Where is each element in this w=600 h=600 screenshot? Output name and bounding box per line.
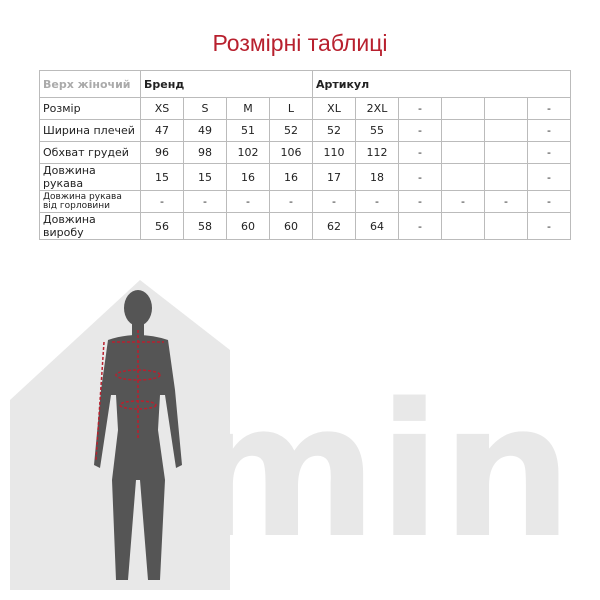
table-cell: 15 <box>140 163 184 191</box>
table-cell: 16 <box>269 163 313 191</box>
table-cell: - <box>226 190 270 213</box>
table-cell: 110 <box>312 141 356 164</box>
table-row: Довжина виробу 56 58 60 60 62 64- - <box>39 212 571 240</box>
table-cell: - <box>527 97 571 120</box>
table-cell: 96 <box>140 141 184 164</box>
table-cell <box>441 212 485 240</box>
page-title: Розмірні таблиці <box>212 30 388 56</box>
table-cell <box>484 163 528 191</box>
table-cell: 52 <box>269 119 313 142</box>
table-cell: - <box>398 190 442 213</box>
table-cell: 60 <box>226 212 270 240</box>
table-cell: - <box>527 163 571 191</box>
table-cell: 62 <box>312 212 356 240</box>
table-cell: XS <box>140 97 184 120</box>
table-cell: - <box>484 190 528 213</box>
table-row: Розмір XS S M L XL 2XL - - <box>39 97 571 120</box>
category-label: Верх жіночий <box>39 70 141 98</box>
table-cell: 56 <box>140 212 184 240</box>
table-cell: 64 <box>355 212 399 240</box>
table-cell: M <box>226 97 270 120</box>
table-cell <box>441 119 485 142</box>
table-cell: 16 <box>226 163 270 191</box>
table-cell: 18 <box>355 163 399 191</box>
table-cell: - <box>312 190 356 213</box>
table-cell: 49 <box>183 119 227 142</box>
size-table: Верх жіночий Бренд Артикул Розмір XS S M L XL… <box>39 70 571 240</box>
table-row: Довжина рукава від горловини - - - - - - - - - - <box>39 190 571 213</box>
table-cell: 112 <box>355 141 399 164</box>
table-cell <box>441 141 485 164</box>
table-cell: - <box>527 212 571 240</box>
row-label: Розмір <box>39 97 141 120</box>
table-cell: 55 <box>355 119 399 142</box>
background-logo: min <box>10 280 573 590</box>
table-cell: 17 <box>312 163 356 191</box>
table-cell: - <box>140 190 184 213</box>
table-cell: S <box>183 97 227 120</box>
table-cell: - <box>183 190 227 213</box>
table-cell: - <box>398 97 442 120</box>
table-cell: 52 <box>312 119 356 142</box>
table-cell: L <box>269 97 313 120</box>
table-cell: - <box>398 212 442 240</box>
table-cell: - <box>441 190 485 213</box>
table-cell: - <box>398 163 442 191</box>
row-label: Довжина рукава <box>39 163 141 191</box>
table-cell: 15 <box>183 163 227 191</box>
table-cell: 102 <box>226 141 270 164</box>
table-cell: XL <box>312 97 356 120</box>
table-cell <box>441 163 485 191</box>
table-cell <box>484 141 528 164</box>
measurement-lines <box>95 330 164 461</box>
table-cell: 47 <box>140 119 184 142</box>
table-row: Довжина рукава 15 15 16 16 17 18- - <box>39 163 571 191</box>
logo-watermark: min <box>185 363 573 579</box>
table-cell: - <box>355 190 399 213</box>
table-cell: 60 <box>269 212 313 240</box>
row-label: Довжина рукава від горловини <box>39 190 141 213</box>
table-cell <box>484 119 528 142</box>
table-cell: 2XL <box>355 97 399 120</box>
table-cell <box>484 212 528 240</box>
table-cell: - <box>269 190 313 213</box>
row-label: Ширина плечей <box>39 119 141 142</box>
table-cell <box>441 97 485 120</box>
table-cell: 51 <box>226 119 270 142</box>
table-cell: - <box>527 190 571 213</box>
table-cell <box>484 97 528 120</box>
table-cell: - <box>398 141 442 164</box>
row-label: Обхват грудей <box>39 141 141 164</box>
table-row: Обхват грудей 96 98 102 106 110 112- - <box>39 141 571 164</box>
table-cell: 58 <box>183 212 227 240</box>
body-silhouette-icon <box>94 290 182 580</box>
table-cell: 98 <box>183 141 227 164</box>
table-cell: - <box>527 119 571 142</box>
table-cell: - <box>527 141 571 164</box>
brand-label: Бренд <box>140 70 313 98</box>
table-row: Ширина плечей 47 49 51 52 52 55- - <box>39 119 571 142</box>
table-cell: 106 <box>269 141 313 164</box>
article-label: Артикул <box>312 70 571 98</box>
table-cell: - <box>398 119 442 142</box>
row-label: Довжина виробу <box>39 212 141 240</box>
table-header: Верх жіночий Бренд Артикул <box>39 70 571 98</box>
